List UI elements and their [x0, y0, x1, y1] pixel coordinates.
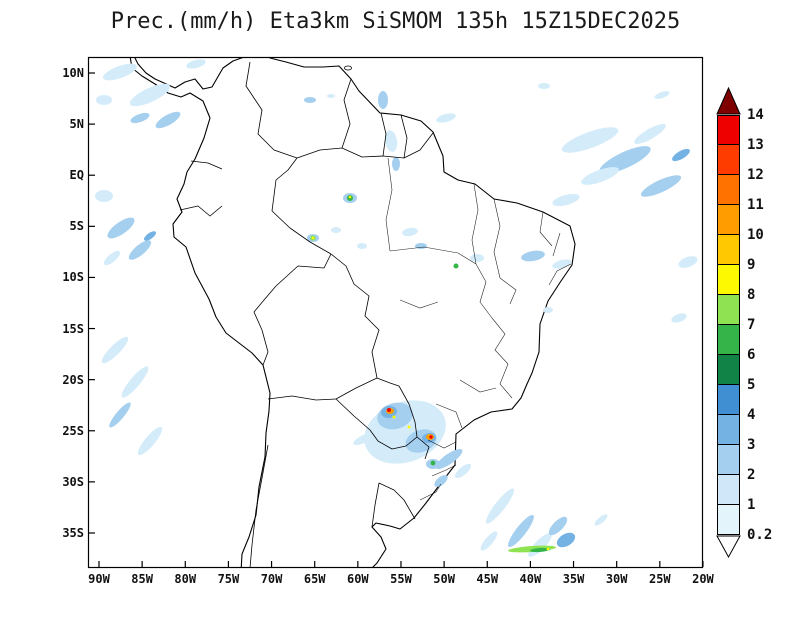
- colorbar-segment: [717, 175, 740, 205]
- y-axis-tick-label: 15S: [62, 321, 84, 336]
- colorbar-label: 10: [747, 227, 764, 243]
- colorbar-segment: [717, 295, 740, 325]
- x-axis-tick-label: 80W: [174, 572, 197, 586]
- colorbar-segment: [717, 325, 740, 355]
- country-borders: [179, 61, 434, 568]
- colorbar-segment: [717, 355, 740, 385]
- colorbar-over-arrow: [716, 87, 741, 115]
- colorbar-label: 4: [747, 407, 756, 423]
- colorbar-label: 14: [747, 107, 764, 123]
- x-axis-tick-label: 65W: [303, 572, 326, 586]
- x-axis-tick-label: 50W: [433, 572, 455, 586]
- colorbar-label: 12: [747, 167, 764, 183]
- map-title: Prec.(mm/h) Eta3km SiSMOM 135h 15Z15DEC2…: [110, 9, 681, 34]
- colorbar-segment: [717, 115, 740, 145]
- map-frame: [87, 56, 704, 569]
- x-axis-tick-label: 85W: [131, 572, 153, 586]
- colorbar-label: 2: [747, 467, 756, 483]
- x-axis-tick-label: 90W: [88, 572, 110, 586]
- state-borders: [385, 157, 572, 501]
- x-axis-tick-label: 75W: [217, 572, 240, 586]
- x-axis-tick-label: 45W: [476, 572, 499, 586]
- colorbar-under-arrow: [716, 535, 741, 559]
- colorbar-label: 11: [747, 197, 764, 213]
- trinidad-island: [344, 65, 352, 71]
- tick-marks: [89, 72, 704, 567]
- colorbar-label: 7: [747, 317, 756, 333]
- colorbar-segment: [717, 505, 740, 535]
- colorbar-label: 6: [747, 347, 756, 363]
- colorbar-segment: [717, 235, 740, 265]
- x-axis-tick-label: 30W: [605, 572, 628, 586]
- y-axis-tick-label: 5S: [69, 219, 84, 234]
- colorbar-segment: [717, 145, 740, 175]
- colorbar-segment: [717, 205, 740, 235]
- colorbar-segment: [717, 475, 740, 505]
- y-axis-tick-label: 10N: [62, 66, 84, 80]
- colorbar-segment: [717, 265, 740, 295]
- precipitation-shading: [95, 59, 698, 557]
- x-axis-tick-label: 55W: [390, 572, 412, 586]
- colorbar-segment: [717, 445, 740, 475]
- y-axis-tick-label: EQ: [69, 168, 84, 183]
- y-axis-tick-label: 25S: [62, 423, 84, 438]
- y-axis-tick-label: 10S: [62, 270, 84, 285]
- colorbar-label: 9: [747, 257, 756, 273]
- x-axis-tick-label: 25W: [648, 572, 671, 586]
- x-axis-tick-label: 20W: [692, 572, 714, 586]
- y-axis-tick-label: 5N: [69, 117, 84, 132]
- colorbar-label: 5: [747, 377, 756, 393]
- x-axis-tick-label: 60W: [346, 572, 369, 586]
- colorbar-label: 0.2: [747, 527, 773, 543]
- x-axis-tick-label: 70W: [260, 572, 283, 586]
- colorbar-segment: [717, 415, 740, 445]
- colorbar-label: 13: [747, 137, 764, 153]
- y-axis-tick-label: 30S: [62, 474, 84, 489]
- colorbar-segment: [717, 385, 740, 415]
- landmass: [129, 57, 576, 568]
- colorbar-label: 8: [747, 287, 756, 303]
- colorbar-label: 1: [747, 497, 756, 513]
- colorbar-label: 3: [747, 437, 756, 453]
- x-axis-tick-label: 35W: [562, 572, 585, 586]
- y-axis-tick-label: 20S: [62, 372, 84, 387]
- x-axis-tick-label: 40W: [519, 572, 542, 586]
- y-axis-tick-label: 35S: [62, 525, 84, 540]
